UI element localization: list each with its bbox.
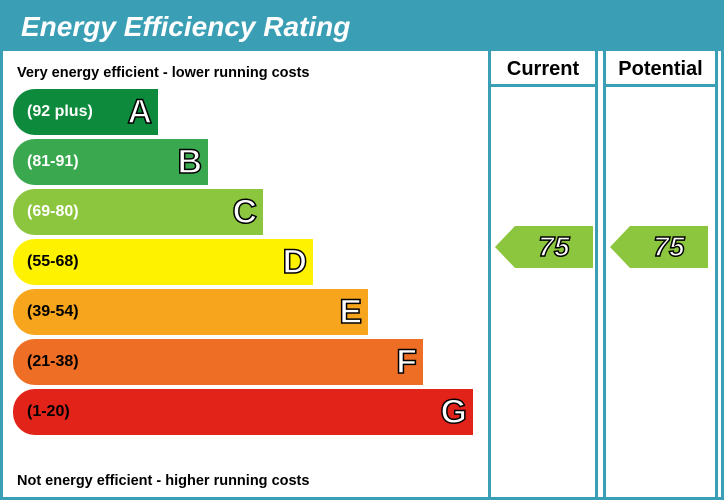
band-bar-e: (39-54) EE [13, 289, 368, 335]
band-range: (39-54) [13, 303, 79, 321]
band-letter: FF [396, 343, 417, 382]
subtitle-top: Very energy efficient - lower running co… [13, 65, 478, 81]
band-bar-f: (21-38) FF [13, 339, 423, 385]
band-letter: DD [282, 243, 307, 282]
band-range: (1-20) [13, 403, 70, 421]
band-range: (92 plus) [13, 103, 93, 121]
band-letter: CC [232, 193, 257, 232]
band-bar-a: (92 plus) AA [13, 89, 158, 135]
current-column: Current 7575 [488, 51, 598, 499]
band-bar-b: (81-91) BB [13, 139, 208, 185]
band-letter: EE [339, 293, 362, 332]
arrow-body: 7575 [630, 226, 708, 268]
band-range: (69-80) [13, 203, 79, 221]
potential-column: Potential 7575 [603, 51, 718, 499]
band-bars: (92 plus) AA (81-91) BB (69-80) CC (55-68) DD (3… [13, 89, 478, 435]
band-range: (81-91) [13, 153, 79, 171]
band-range: (55-68) [13, 253, 79, 271]
potential-header: Potential [606, 51, 715, 87]
band-bar-c: (69-80) CC [13, 189, 263, 235]
band-bar-d: (55-68) DD [13, 239, 313, 285]
arrow-value: 7575 [538, 231, 569, 263]
band-bar-g: (1-20) GG [13, 389, 473, 435]
band-letter: BB [177, 143, 202, 182]
chart-title: Energy Efficiency Rating [3, 3, 721, 51]
band-letter: AA [127, 93, 152, 132]
value-arrow: 7575 [495, 226, 593, 268]
current-header: Current [491, 51, 595, 87]
arrow-pointer-icon [495, 226, 515, 268]
subtitle-bottom: Not energy efficient - higher running co… [13, 473, 309, 489]
value-arrow: 7575 [610, 226, 708, 268]
bands-column: Very energy efficient - lower running co… [3, 51, 478, 499]
band-letter: GG [441, 393, 467, 432]
band-range: (21-38) [13, 353, 79, 371]
arrow-body: 7575 [515, 226, 593, 268]
energy-rating-chart: Energy Efficiency Rating Very energy eff… [0, 0, 724, 500]
arrow-pointer-icon [610, 226, 630, 268]
chart-body: Very energy efficient - lower running co… [3, 51, 721, 499]
arrow-value: 7575 [653, 231, 684, 263]
